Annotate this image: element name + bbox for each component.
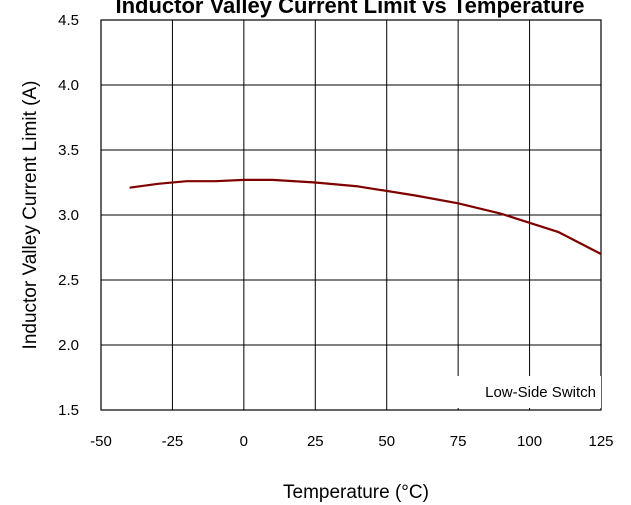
x-tick-label: -50 xyxy=(90,433,112,450)
y-tick-labels: 1.5 2.0 2.5 3.0 3.5 4.0 4.5 xyxy=(58,12,79,419)
grid xyxy=(100,19,602,411)
x-tick-label: 125 xyxy=(588,433,613,450)
plot-border xyxy=(100,19,602,411)
series-line xyxy=(129,178,602,255)
y-tick-label: 2.5 xyxy=(58,272,79,289)
y-axis-label: Inductor Valley Current Limit (A) xyxy=(20,81,41,350)
x-tick-label: -25 xyxy=(162,433,184,450)
y-tick-label: 4.5 xyxy=(58,12,79,29)
y-tick-label: 3.5 xyxy=(58,142,79,159)
x-tick-label: 25 xyxy=(307,433,324,450)
x-tick-label: 75 xyxy=(450,433,467,450)
y-tick-label: 3.0 xyxy=(58,207,79,224)
y-tick-label: 2.0 xyxy=(58,337,79,354)
x-tick-label: 50 xyxy=(378,433,395,450)
y-tick-label: 1.5 xyxy=(58,402,79,419)
x-tick-label: 0 xyxy=(240,433,248,450)
series-layer xyxy=(129,178,602,255)
annotation-box xyxy=(440,376,601,408)
x-tick-label: 100 xyxy=(517,433,542,450)
plot-frame xyxy=(100,19,602,411)
chart-title: Inductor Valley Current Limit vs Tempera… xyxy=(115,0,584,18)
annotation-low-side-switch: Low-Side Switch xyxy=(485,384,596,401)
x-axis-label: Temperature (°C) xyxy=(283,482,429,503)
y-tick-label: 4.0 xyxy=(58,77,79,94)
x-tick-labels: -50 -25 0 25 50 75 100 125 xyxy=(90,433,613,450)
